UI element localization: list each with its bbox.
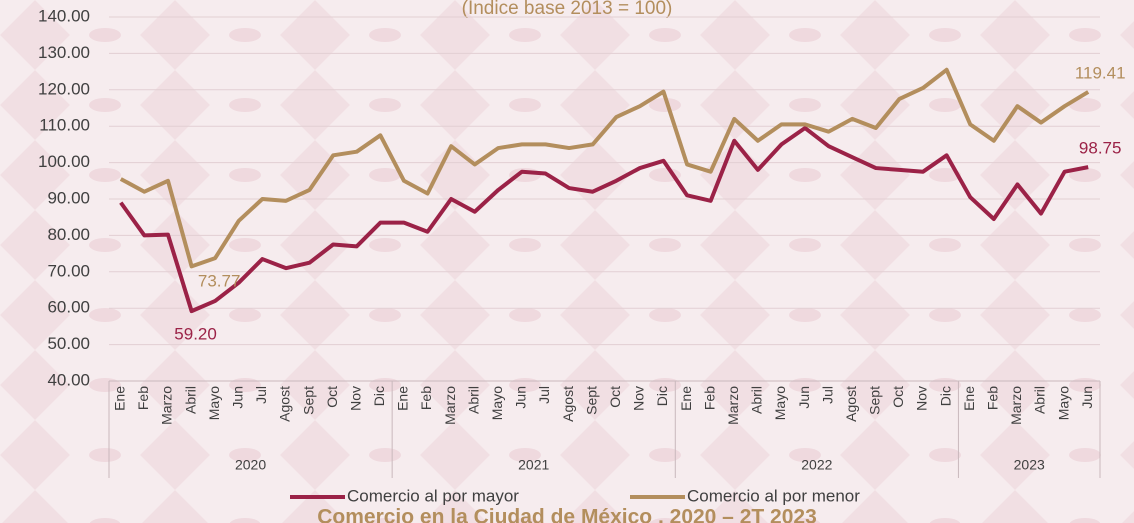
x-tick-label: Jun bbox=[513, 386, 529, 409]
x-tick-label: Abril bbox=[182, 386, 198, 414]
legend-label: Comercio al por menor bbox=[687, 486, 860, 505]
x-tick-label: Abril bbox=[749, 386, 765, 414]
y-tick-label: 60.00 bbox=[47, 298, 90, 317]
x-tick-label: Ene bbox=[112, 386, 128, 411]
x-tick-label: Marzo bbox=[725, 386, 741, 425]
y-tick-label: 110.00 bbox=[39, 116, 90, 135]
x-tick-label: Nov bbox=[347, 386, 363, 411]
data-label: 73.77 bbox=[198, 272, 241, 291]
x-tick-label: Mayo bbox=[772, 386, 788, 420]
x-tick-label: Jul bbox=[253, 386, 269, 404]
y-tick-label: 40.00 bbox=[47, 370, 90, 389]
chart-subtitle: (Índice base 2013 = 100) bbox=[462, 0, 673, 19]
x-tick-label: Oct bbox=[890, 386, 906, 408]
x-tick-label: Oct bbox=[324, 386, 340, 408]
x-tick-label: Marzo bbox=[159, 386, 175, 425]
x-tick-label: Sept bbox=[583, 386, 599, 415]
x-tick-label: Oct bbox=[607, 386, 623, 408]
x-tick-label: Mayo bbox=[489, 386, 505, 420]
x-tick-label: Sept bbox=[300, 386, 316, 415]
x-tick-label: Nov bbox=[631, 386, 647, 411]
x-tick-label: Nov bbox=[914, 386, 930, 411]
x-tick-label: Dic bbox=[654, 386, 670, 406]
x-tick-label: Mayo bbox=[1055, 386, 1071, 420]
x-tick-label: Sept bbox=[867, 386, 883, 415]
x-group-label: 2021 bbox=[518, 457, 549, 473]
data-label: 98.75 bbox=[1079, 139, 1122, 158]
x-tick-label: Feb bbox=[418, 386, 434, 410]
x-tick-label: Agost bbox=[277, 386, 293, 422]
x-tick-label: Abril bbox=[465, 386, 481, 414]
x-tick-label: Abril bbox=[1032, 386, 1048, 414]
y-tick-label: 130.00 bbox=[38, 43, 90, 62]
x-tick-label: Jun bbox=[229, 386, 245, 409]
x-tick-label: Jul bbox=[536, 386, 552, 404]
y-tick-label: 70.00 bbox=[47, 261, 90, 280]
x-tick-label: Jul bbox=[819, 386, 835, 404]
x-group-label: 2022 bbox=[801, 457, 832, 473]
x-tick-label: Dic bbox=[371, 386, 387, 406]
y-tick-label: 50.00 bbox=[47, 334, 90, 353]
x-tick-label: Ene bbox=[395, 386, 411, 411]
x-tick-label: Agost bbox=[843, 386, 859, 422]
y-tick-label: 120.00 bbox=[38, 79, 90, 98]
x-tick-label: Jun bbox=[796, 386, 812, 409]
x-tick-label: Ene bbox=[678, 386, 694, 411]
x-tick-label: Marzo bbox=[1008, 386, 1024, 425]
series-line bbox=[119, 126, 1089, 314]
legend-label: Comercio al por mayor bbox=[347, 486, 519, 505]
x-tick-label: Jun bbox=[1079, 386, 1095, 409]
x-tick-label: Feb bbox=[701, 386, 717, 410]
series-line bbox=[119, 67, 1090, 269]
y-tick-label: 80.00 bbox=[47, 225, 90, 244]
x-tick-label: Marzo bbox=[442, 386, 458, 425]
data-label: 119.41 bbox=[1075, 63, 1126, 82]
x-tick-label: Agost bbox=[560, 386, 576, 422]
x-group-label: 2023 bbox=[1014, 457, 1045, 473]
data-label: 59.20 bbox=[174, 325, 217, 344]
x-tick-label: Feb bbox=[985, 386, 1001, 410]
x-tick-label: Ene bbox=[961, 386, 977, 411]
chart-title: Comercio en la Ciudad de México , 2020 –… bbox=[317, 506, 817, 523]
y-tick-label: 90.00 bbox=[47, 188, 90, 207]
y-tick-label: 140.00 bbox=[38, 6, 90, 25]
x-tick-label: Feb bbox=[135, 386, 151, 410]
y-tick-label: 100.00 bbox=[38, 152, 90, 171]
x-group-label: 2020 bbox=[235, 457, 266, 473]
x-tick-label: Mayo bbox=[206, 386, 222, 420]
x-tick-label: Dic bbox=[937, 386, 953, 406]
